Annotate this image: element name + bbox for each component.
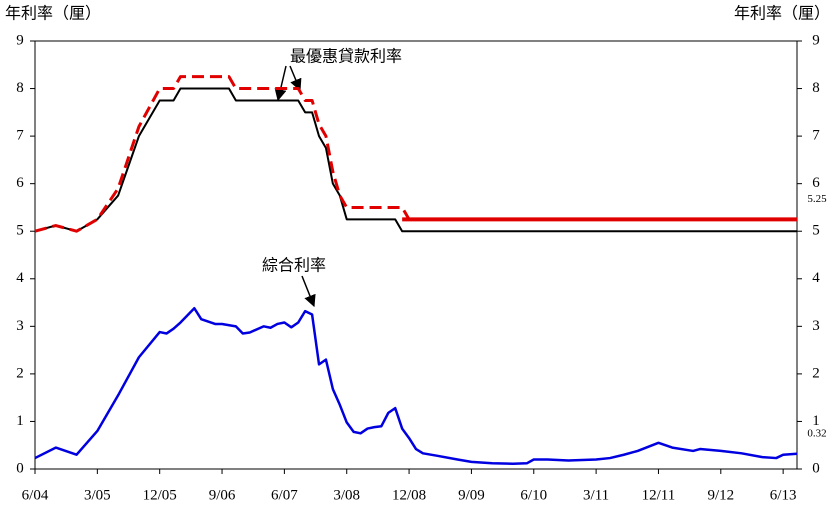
y-tick-label: 6 bbox=[16, 175, 24, 191]
y-tick-label: 1 bbox=[16, 413, 24, 429]
x-tick-label: 12/11 bbox=[642, 487, 676, 503]
series-line bbox=[34, 75, 411, 233]
end-value-label: 0.32 bbox=[807, 427, 826, 439]
y2-tick-label: 8 bbox=[812, 80, 820, 96]
y2-tick-label: 2 bbox=[812, 365, 820, 381]
x-tick-label: 6/13 bbox=[770, 487, 797, 503]
end-value-label: 5.25 bbox=[807, 193, 827, 205]
y-tick-label: 3 bbox=[16, 318, 24, 334]
y2-tick-label: 9 bbox=[812, 32, 820, 48]
y2-tick-label: 1 bbox=[812, 413, 820, 429]
y2-tick-label: 4 bbox=[812, 270, 820, 286]
series-line bbox=[34, 87, 797, 233]
x-tick-label: 6/04 bbox=[22, 487, 49, 503]
y2-tick-label: 3 bbox=[812, 318, 820, 334]
plot-frame bbox=[34, 40, 798, 470]
x-tick-label: 9/06 bbox=[209, 487, 236, 503]
y2-tick-label: 0 bbox=[812, 460, 820, 476]
y-tick-label: 7 bbox=[16, 128, 24, 144]
y-tick-label: 4 bbox=[16, 270, 24, 286]
y2-tick-label: 5 bbox=[812, 223, 820, 239]
y-tick-label: 0 bbox=[16, 460, 24, 476]
y2-tick-label: 7 bbox=[812, 128, 820, 144]
y2-tick-label: 6 bbox=[812, 175, 820, 191]
y-axis-label: 年利率（厘） bbox=[5, 4, 101, 23]
x-tick-label: 3/08 bbox=[333, 487, 360, 503]
x-tick-label: 3/05 bbox=[84, 487, 111, 503]
y-tick-label: 9 bbox=[16, 32, 24, 48]
x-tick-label: 12/05 bbox=[143, 487, 177, 503]
y-tick-label: 5 bbox=[16, 223, 24, 239]
y-tick-label: 2 bbox=[16, 365, 24, 381]
x-tick-label: 6/07 bbox=[271, 487, 298, 503]
series-line bbox=[34, 307, 798, 466]
annotation: 最優惠貸款利率 bbox=[290, 47, 402, 66]
annotation-arrow bbox=[301, 275, 316, 308]
y2-axis-label: 年利率（厘） bbox=[734, 4, 830, 23]
y-tick-label: 8 bbox=[16, 80, 24, 96]
x-tick-label: 9/09 bbox=[458, 487, 485, 503]
x-tick-label: 6/10 bbox=[520, 487, 547, 503]
x-tick-label: 3/11 bbox=[583, 487, 609, 503]
annotation: 綜合利率 bbox=[262, 256, 326, 275]
annotation-arrow bbox=[289, 65, 302, 92]
x-tick-label: 9/12 bbox=[707, 487, 734, 503]
annotation-arrow bbox=[274, 65, 287, 102]
x-tick-label: 12/08 bbox=[392, 487, 426, 503]
